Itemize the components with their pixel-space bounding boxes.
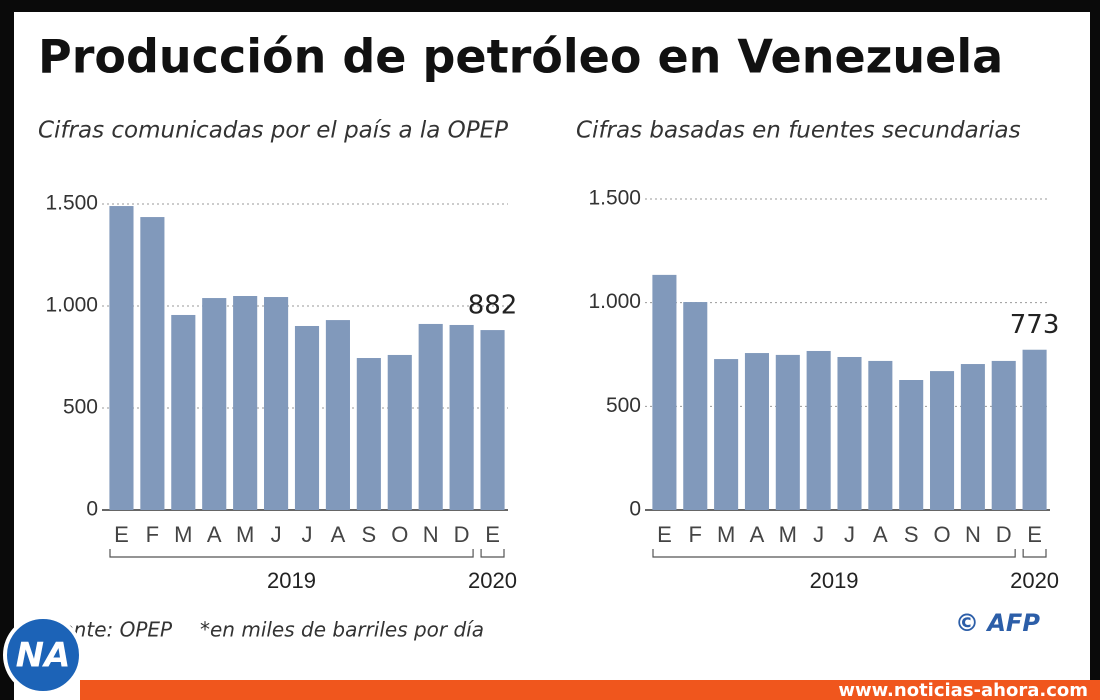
- year-label: 2019: [267, 568, 316, 593]
- year-bracket: [652, 549, 1016, 558]
- x-tick-label: J: [844, 522, 855, 547]
- x-tick-label: M: [779, 522, 797, 547]
- x-tick-label: E: [657, 522, 672, 547]
- unit-note: *en miles de barriles por día: [200, 618, 484, 642]
- x-tick-label: F: [689, 522, 702, 547]
- y-tick-label: 1.500: [45, 192, 98, 215]
- x-tick-label: M: [236, 522, 254, 547]
- bar: [960, 364, 985, 510]
- bar: [264, 297, 289, 510]
- y-tick-label: 1.500: [588, 187, 641, 210]
- x-tick-label: O: [933, 522, 950, 547]
- x-tick-label: O: [391, 522, 408, 547]
- bar: [714, 359, 739, 510]
- x-tick-label: J: [813, 522, 824, 547]
- bar: [109, 206, 134, 511]
- x-tick-label: D: [454, 522, 470, 547]
- bar: [837, 356, 862, 510]
- bar: [171, 314, 196, 510]
- bar: [775, 354, 800, 510]
- bar: [418, 323, 443, 510]
- left-border: [0, 0, 14, 700]
- top-border: [0, 0, 1100, 12]
- bar: [202, 298, 227, 510]
- x-tick-label: A: [750, 522, 765, 547]
- y-tick-label: 0: [629, 498, 641, 521]
- footer-bar: [80, 680, 1100, 700]
- x-tick-label: N: [423, 522, 439, 547]
- credit: © AFP: [955, 609, 1040, 637]
- main-title: Producción de petróleo en Venezuela: [38, 30, 1003, 84]
- bar: [449, 324, 474, 510]
- bar: [991, 360, 1016, 510]
- bar: [1022, 349, 1047, 510]
- right-border: [1090, 0, 1100, 700]
- year-label: 2020: [1010, 568, 1059, 593]
- x-tick-label: S: [362, 522, 377, 547]
- x-tick-label: A: [873, 522, 888, 547]
- value-label: 773: [1010, 310, 1060, 340]
- bar: [387, 354, 412, 510]
- bar: [652, 274, 677, 510]
- year-label: 2020: [468, 568, 517, 593]
- chart-subtitle: Cifras comunicadas por el país a la OPEP: [38, 118, 508, 144]
- logo-circle: [3, 615, 83, 695]
- x-tick-label: M: [174, 522, 192, 547]
- x-tick-label: J: [271, 522, 282, 547]
- x-tick-label: N: [965, 522, 981, 547]
- bar: [806, 350, 831, 510]
- year-bracket: [109, 549, 474, 558]
- x-tick-label: M: [717, 522, 735, 547]
- x-tick-label: D: [996, 522, 1012, 547]
- website: www.noticias-ahora.com: [838, 680, 1088, 700]
- y-tick-label: 500: [606, 394, 641, 417]
- x-tick-label: A: [331, 522, 346, 547]
- bar: [683, 302, 708, 510]
- x-tick-label: E: [485, 522, 500, 547]
- x-tick-label: J: [302, 522, 313, 547]
- bar: [744, 353, 769, 510]
- x-tick-label: S: [904, 522, 919, 547]
- logo-text: NA: [16, 636, 71, 676]
- y-tick-label: 500: [63, 396, 98, 419]
- bar: [356, 358, 381, 510]
- y-tick-label: 1.000: [45, 294, 98, 317]
- y-tick-label: 1.000: [588, 290, 641, 313]
- y-tick-label: 0: [86, 498, 98, 521]
- year-bracket: [1022, 549, 1047, 558]
- bar: [325, 320, 350, 510]
- year-bracket: [480, 549, 505, 558]
- bar: [868, 360, 893, 510]
- bar: [899, 380, 924, 510]
- x-tick-label: E: [1027, 522, 1042, 547]
- bar: [930, 371, 955, 510]
- x-tick-label: E: [114, 522, 129, 547]
- x-tick-label: F: [146, 522, 159, 547]
- value-label: 882: [468, 291, 518, 321]
- bar: [233, 296, 258, 510]
- bar: [480, 330, 505, 510]
- bar: [140, 217, 165, 510]
- x-tick-label: A: [207, 522, 222, 547]
- bar: [294, 325, 320, 510]
- year-label: 2019: [810, 568, 859, 593]
- chart-subtitle: Cifras basadas en fuentes secundarias: [576, 118, 1021, 144]
